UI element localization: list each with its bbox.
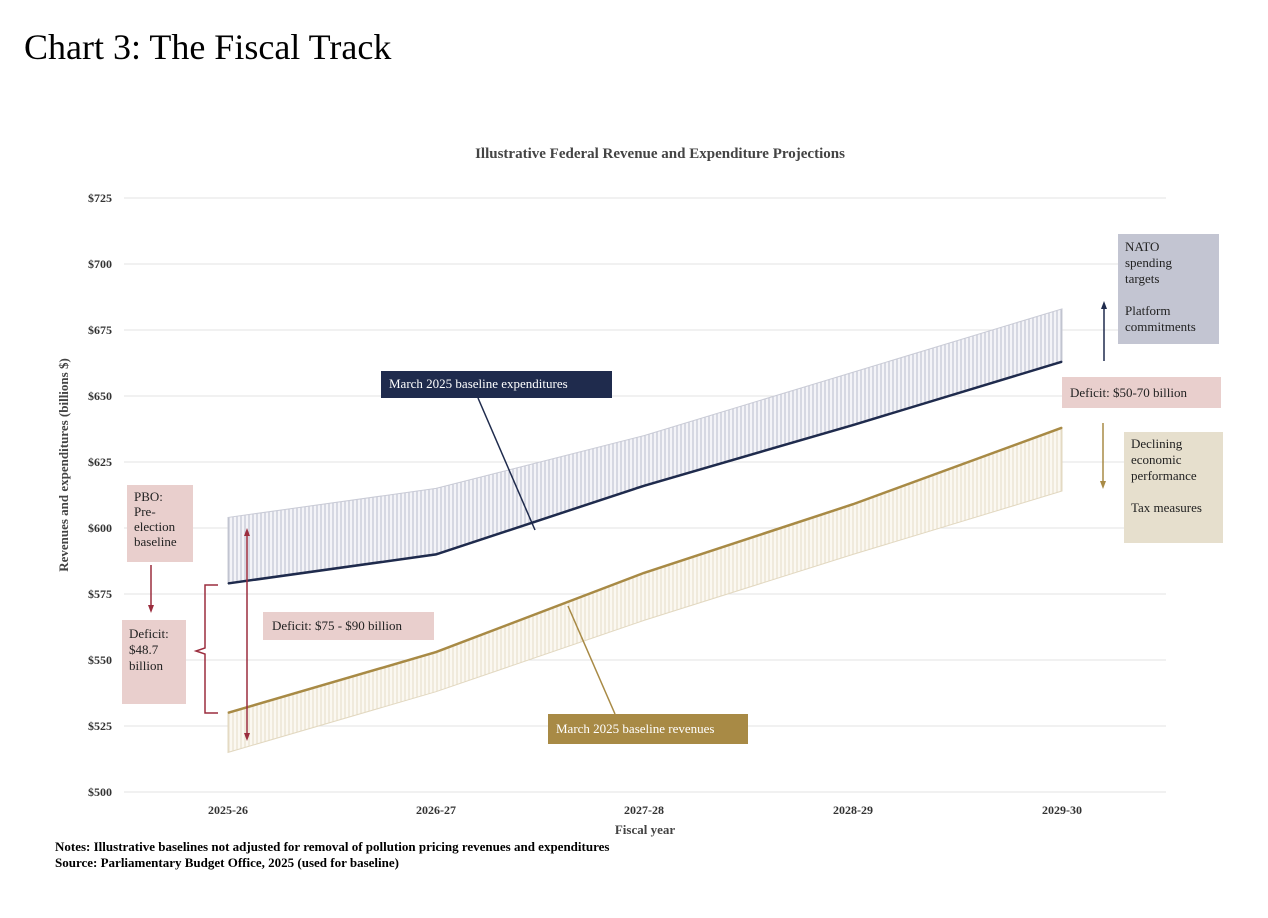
pbo-box-text: baseline	[134, 534, 177, 549]
data-point	[1061, 427, 1063, 429]
data-point	[643, 485, 645, 487]
nato-box-bg	[1118, 234, 1219, 344]
y-tick-label: $500	[88, 785, 112, 799]
y-tick-label: $725	[88, 191, 112, 205]
x-tick-label: 2025-26	[208, 803, 248, 817]
deficit-2030-box-bg	[1062, 377, 1221, 408]
x-tick-label: 2026-27	[416, 803, 456, 817]
deficit-pbo-box-text: billion	[129, 658, 163, 673]
x-tick-label: 2028-29	[833, 803, 873, 817]
y-tick-label: $600	[88, 521, 112, 535]
data-point	[227, 712, 229, 714]
revenue-label: March 2025 baseline revenues	[548, 714, 748, 744]
data-point	[435, 553, 437, 555]
expenditure-band	[227, 308, 1063, 585]
data-point	[1061, 361, 1063, 363]
data-point	[435, 651, 437, 653]
nato-box-text: commitments	[1125, 319, 1196, 334]
deficit-pbo-box-bg	[122, 620, 186, 704]
y-tick-label: $675	[88, 323, 112, 337]
expenditure-leader	[477, 397, 536, 531]
nato-box-text: Platform	[1125, 303, 1171, 318]
page-title: Chart 3: The Fiscal Track	[24, 27, 392, 67]
revenue-label-text: March 2025 baseline revenues	[556, 721, 714, 736]
deficit-range-box-bg	[263, 612, 434, 640]
data-point	[852, 503, 854, 505]
expenditure-label: March 2025 baseline expenditures	[381, 371, 612, 398]
decline-box-text: performance	[1131, 468, 1197, 483]
y-tick-label: $700	[88, 257, 112, 271]
pbo-box-bg	[127, 485, 193, 562]
decline-box-text: Declining	[1131, 436, 1183, 451]
decline-box-text: economic	[1131, 452, 1182, 467]
nato-box-text: NATO	[1125, 239, 1159, 254]
chart-title: Illustrative Federal Revenue and Expendi…	[475, 146, 845, 162]
data-point	[643, 572, 645, 574]
notes-line: Notes: Illustrative baselines not adjust…	[55, 839, 610, 854]
x-axis-label: Fiscal year	[615, 822, 676, 837]
y-axis-label: Revenues and expenditures (billions $)	[56, 358, 71, 572]
y-tick-label: $625	[88, 455, 112, 469]
source-line: Source: Parliamentary Budget Office, 202…	[55, 855, 399, 870]
deficit-range-box-text: Deficit: $75 - $90 billion	[272, 618, 402, 633]
deficit-pbo-box-text: Deficit:	[129, 626, 169, 641]
decline-box-text: Tax measures	[1131, 500, 1202, 515]
data-point	[852, 424, 854, 426]
pbo-box-text: Pre-	[134, 504, 156, 519]
deficit-2030-box-text: Deficit: $50-70 billion	[1070, 385, 1187, 400]
y-tick-label: $525	[88, 719, 112, 733]
deficit-pbo-box-text: $48.7	[129, 642, 159, 657]
x-tick-label: 2029-30	[1042, 803, 1082, 817]
y-tick-label: $650	[88, 389, 112, 403]
expenditure-label-bg	[381, 371, 612, 398]
y-tick-label: $550	[88, 653, 112, 667]
deficit-brace	[193, 584, 218, 714]
expenditure-label-text: March 2025 baseline expenditures	[389, 376, 568, 391]
deficit-range-box: Deficit: $75 - $90 billion	[263, 612, 434, 640]
y-tick-label: $575	[88, 587, 112, 601]
nato-box-text: targets	[1125, 271, 1159, 286]
nato-box-text: spending	[1125, 255, 1172, 270]
data-point	[227, 582, 229, 584]
pbo-box-text: election	[134, 519, 176, 534]
x-tick-label: 2027-28	[624, 803, 664, 817]
pbo-box-text: PBO:	[134, 489, 163, 504]
decline-box-bg	[1124, 432, 1223, 543]
chart-notes: Notes: Illustrative baselines not adjust…	[55, 839, 609, 871]
revenue-leader	[567, 605, 616, 715]
deficit-2030-box: Deficit: $50-70 billion	[1062, 377, 1221, 408]
revenue-label-bg	[548, 714, 748, 744]
